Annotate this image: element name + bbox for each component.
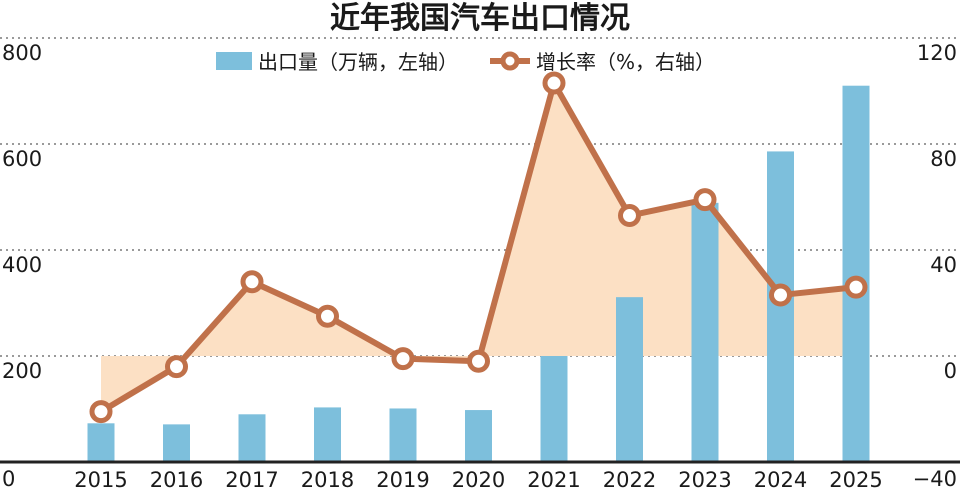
x-tick-2019: 2019 bbox=[376, 468, 429, 492]
x-tick-2016: 2016 bbox=[150, 468, 203, 492]
x-tick-2024: 2024 bbox=[754, 468, 807, 492]
bar-2023 bbox=[691, 202, 719, 462]
growth-point-2022 bbox=[618, 204, 641, 228]
y-left-ticks: 0 200 400 600 800 bbox=[2, 41, 42, 491]
legend-line-label: 增长率（%，右轴） bbox=[536, 50, 715, 74]
bar-2025 bbox=[842, 85, 870, 462]
x-tick-2017: 2017 bbox=[225, 468, 278, 492]
legend: 出口量（万辆，左轴） 增长率（%，右轴） bbox=[216, 50, 715, 74]
bar-2021 bbox=[540, 356, 568, 462]
growth-area-fill bbox=[101, 83, 856, 412]
bar-2016 bbox=[163, 424, 190, 462]
growth-area bbox=[101, 83, 856, 412]
growth-point-2017 bbox=[240, 270, 264, 294]
growth-point-2021 bbox=[542, 71, 566, 95]
x-tick-2021: 2021 bbox=[527, 468, 580, 492]
x-tick-2022: 2022 bbox=[603, 468, 656, 492]
bar-2020 bbox=[465, 410, 492, 462]
x-tick-2023: 2023 bbox=[678, 468, 731, 492]
bars bbox=[87, 85, 870, 463]
legend-bar-swatch bbox=[216, 52, 252, 70]
bar-2018 bbox=[314, 407, 341, 462]
growth-point-2024 bbox=[769, 283, 792, 307]
y-left-tick: 0 bbox=[2, 467, 15, 491]
x-tick-2020: 2020 bbox=[452, 468, 505, 492]
bar-2019 bbox=[389, 408, 417, 462]
chart-title: 近年我国汽车出口情况 bbox=[330, 1, 630, 36]
growth-point-2015 bbox=[89, 400, 113, 424]
growth-point-2023 bbox=[693, 188, 717, 212]
y-left-tick: 600 bbox=[2, 147, 42, 171]
y-right-tick: 0 bbox=[944, 359, 957, 383]
growth-point-2025 bbox=[844, 275, 868, 299]
x-tick-2025: 2025 bbox=[829, 468, 882, 492]
x-tick-2018: 2018 bbox=[301, 468, 354, 492]
x-tick-2015: 2015 bbox=[74, 468, 127, 492]
y-left-tick: 800 bbox=[2, 41, 42, 65]
x-ticks: 2015 2016 2017 2018 2019 2020 2021 2022 2023 2024… bbox=[74, 468, 882, 492]
growth-point-2020 bbox=[467, 349, 490, 373]
bar-2024 bbox=[767, 151, 794, 463]
growth-point-2016 bbox=[165, 355, 188, 379]
y-right-tick: −40 bbox=[913, 467, 957, 491]
y-right-tick: 80 bbox=[930, 147, 957, 171]
bar-2017 bbox=[238, 414, 266, 462]
legend-bar-label: 出口量（万辆，左轴） bbox=[258, 50, 458, 74]
growth-line bbox=[89, 71, 868, 424]
growth-point-2018 bbox=[316, 304, 339, 328]
y-right-tick: 40 bbox=[930, 253, 957, 277]
y-right-tick: 120 bbox=[917, 41, 957, 65]
growth-point-2019 bbox=[391, 347, 415, 371]
y-right-ticks: −40 0 40 80 120 bbox=[913, 41, 957, 491]
legend-line-marker bbox=[500, 51, 520, 71]
y-left-tick: 400 bbox=[2, 253, 42, 277]
bar-2022 bbox=[616, 297, 643, 462]
y-left-tick: 200 bbox=[2, 359, 42, 383]
bar-2015 bbox=[87, 423, 115, 462]
